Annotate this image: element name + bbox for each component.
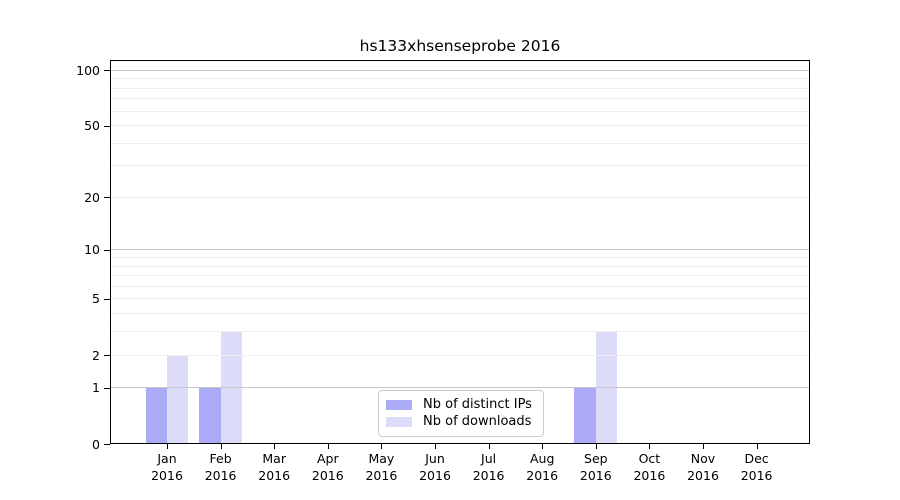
x-tick-label: Jun 2016	[419, 451, 451, 483]
x-tick-label: Oct 2016	[633, 451, 666, 483]
x-tick-label: Sep 2016	[579, 451, 612, 483]
minor-gridline	[110, 265, 810, 267]
bar-distinct-ips	[199, 387, 221, 444]
minor-gridline	[110, 98, 810, 100]
y-tick-label: 1	[92, 380, 100, 396]
minor-gridline	[110, 78, 810, 80]
minor-gridline	[110, 110, 810, 112]
y-tick	[104, 355, 110, 356]
x-tick	[649, 444, 651, 449]
minor-gridline	[110, 331, 810, 333]
y-tick	[104, 444, 110, 445]
minor-gridline	[110, 125, 810, 127]
major-gridline	[110, 387, 810, 389]
major-gridline	[110, 69, 810, 71]
x-tick-label: Aug 2016	[526, 451, 559, 483]
legend-item-downloads: Nb of downloads	[386, 414, 535, 430]
bar-distinct-ips	[574, 387, 596, 444]
y-tick-label: 0	[92, 436, 100, 452]
minor-gridline	[110, 298, 810, 300]
y-tick	[104, 298, 110, 300]
legend-swatch-downloads	[386, 417, 412, 428]
x-tick	[703, 444, 704, 449]
x-tick	[595, 444, 597, 449]
x-tick	[327, 444, 329, 449]
minor-gridline	[110, 275, 810, 277]
x-tick	[220, 444, 222, 449]
y-tick	[104, 387, 110, 389]
x-tick	[274, 444, 276, 449]
y-tick	[104, 70, 110, 72]
minor-gridline	[110, 354, 810, 356]
legend-swatch-distinct-ips	[386, 399, 412, 410]
legend: Nb of distinct IPs Nb of downloads	[378, 390, 544, 437]
x-tick-label: Nov 2016	[687, 451, 719, 483]
y-tick-label: 5	[92, 291, 100, 307]
y-tick	[104, 125, 110, 127]
plot-frame	[110, 60, 810, 444]
x-tick-label: May 2016	[365, 451, 398, 483]
x-tick-label: Feb 2016	[204, 451, 237, 483]
y-tick-label: 2	[92, 347, 100, 363]
y-tick-label: 10	[84, 242, 100, 258]
minor-gridline	[110, 165, 810, 167]
legend-label-downloads: Nb of downloads	[423, 414, 532, 430]
x-tick-label: Mar 2016	[258, 451, 291, 483]
x-tick	[488, 444, 490, 449]
chart-title: hs133xhsenseprobe 2016	[359, 37, 561, 55]
x-tick	[381, 444, 383, 449]
y-tick	[104, 249, 110, 251]
legend-item-distinct-ips: Nb of distinct IPs	[386, 397, 535, 413]
plot-area	[110, 60, 810, 444]
x-tick	[167, 444, 168, 449]
minor-gridline	[110, 87, 810, 89]
minor-gridline	[110, 313, 810, 315]
minor-gridline	[110, 142, 810, 144]
legend-label-distinct-ips: Nb of distinct IPs	[423, 396, 532, 412]
y-tick-label: 100	[76, 62, 100, 78]
bar-downloads	[167, 355, 189, 444]
minor-gridline	[110, 256, 810, 258]
bar-distinct-ips	[145, 387, 167, 444]
x-tick	[435, 444, 436, 449]
x-tick	[542, 444, 544, 449]
y-tick-label: 20	[84, 189, 100, 205]
major-gridline	[110, 249, 810, 251]
x-tick	[756, 444, 758, 449]
x-tick-label: Jan 2016	[151, 451, 183, 483]
x-tick-label: Apr 2016	[311, 451, 344, 483]
y-tick	[104, 197, 110, 199]
minor-gridline	[110, 285, 810, 287]
x-tick-label: Jul 2016	[472, 451, 505, 483]
minor-gridline	[110, 196, 810, 198]
y-tick-label: 50	[84, 118, 100, 134]
x-tick-label: Dec 2016	[740, 451, 773, 483]
